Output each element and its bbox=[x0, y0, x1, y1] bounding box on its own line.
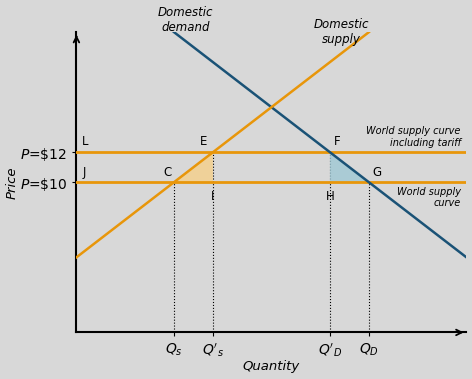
Polygon shape bbox=[174, 152, 213, 182]
Text: I: I bbox=[211, 190, 215, 203]
Text: J: J bbox=[82, 166, 85, 179]
Text: F: F bbox=[334, 135, 340, 149]
X-axis label: Quantity: Quantity bbox=[243, 360, 300, 373]
Text: E: E bbox=[200, 135, 207, 149]
Text: L: L bbox=[82, 135, 89, 149]
Text: Domestic
demand: Domestic demand bbox=[158, 6, 213, 34]
Y-axis label: Price: Price bbox=[6, 166, 18, 199]
Text: World supply curve
including tariff: World supply curve including tariff bbox=[366, 126, 461, 148]
Polygon shape bbox=[330, 152, 369, 182]
Text: G: G bbox=[373, 166, 382, 179]
Text: World supply
curve: World supply curve bbox=[396, 187, 461, 208]
Text: C: C bbox=[164, 166, 172, 179]
Text: H: H bbox=[326, 190, 334, 203]
Text: Domestic
supply: Domestic supply bbox=[314, 17, 370, 45]
